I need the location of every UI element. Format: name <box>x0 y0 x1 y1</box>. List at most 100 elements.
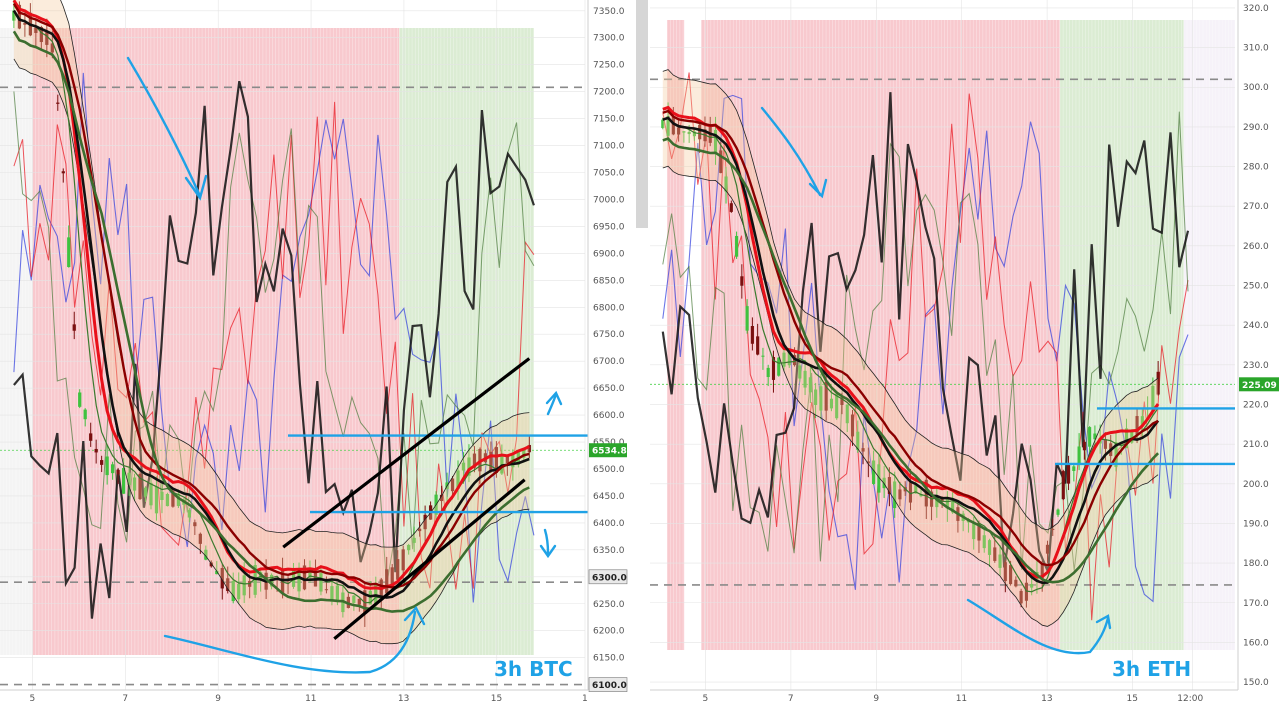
candle-body <box>467 457 471 476</box>
btc-chart-svg[interactable]: 6150.0 6200.0 6250.0 6300.0 6350.0 6400.0 6450… <box>0 0 628 705</box>
candle-body <box>977 522 981 541</box>
time-axis-bg <box>650 690 1238 705</box>
candle-body <box>187 509 191 518</box>
x-tick-label: 11 <box>305 694 316 704</box>
candle-body <box>363 590 367 614</box>
candle-body <box>945 496 949 509</box>
candle-body <box>297 569 301 592</box>
candle-body <box>766 367 770 378</box>
oscillator-line <box>662 72 1189 621</box>
candle-body <box>94 448 98 453</box>
eth-timeframe-label: 3h ETH <box>1112 657 1191 681</box>
annotation-arrowhead <box>184 174 208 201</box>
candle-body <box>861 448 865 452</box>
candle-body <box>308 571 312 578</box>
candle-body <box>908 482 913 503</box>
x-tick-label: 7 <box>788 694 794 704</box>
annotation-arrowhead <box>1095 614 1112 630</box>
ma-green-thick <box>662 137 1160 584</box>
candle-body <box>450 478 455 492</box>
x-tick-label: 9 <box>873 694 879 704</box>
candle-body <box>335 585 340 603</box>
candle-body <box>682 131 686 133</box>
candle-body <box>919 494 923 497</box>
y-tick-label: 170.0 <box>1243 599 1269 609</box>
candle-body <box>1151 385 1155 413</box>
candle-body <box>127 472 131 485</box>
x-tick-label: 15 <box>1127 694 1138 704</box>
candle-body <box>231 580 235 602</box>
panel-scrollbar[interactable] <box>636 0 648 228</box>
candle-body <box>160 491 164 500</box>
candle-body <box>850 414 855 437</box>
candle-body <box>17 4 22 29</box>
candle-body <box>987 540 992 555</box>
candle-body <box>89 433 93 441</box>
candle-body <box>835 393 839 419</box>
candle-body <box>357 598 361 605</box>
y-tick-label: 270.0 <box>1243 202 1269 212</box>
btc-chart-panel[interactable]: 6150.0 6200.0 6250.0 6300.0 6350.0 6400.0 6450… <box>0 0 628 705</box>
x-tick-label: 7 <box>122 694 128 704</box>
candle-body <box>461 462 466 471</box>
candle-body <box>993 547 997 561</box>
candle-body <box>78 392 82 407</box>
candle-body <box>687 131 691 135</box>
candle-body <box>750 325 754 344</box>
candle-body <box>374 583 378 606</box>
price-mark-box <box>588 569 628 585</box>
current-price-label: 225.09 <box>1242 381 1277 391</box>
candle-body <box>220 568 224 589</box>
x-tick-label: 13 <box>1041 694 1052 704</box>
candle-body <box>951 502 955 513</box>
btc-timeframe-label: 3h BTC <box>494 657 573 681</box>
y-tick-label: 7200.0 <box>593 88 625 98</box>
candle-body <box>724 176 728 192</box>
candle-body <box>740 276 744 286</box>
eth-chart-panel[interactable]: 150.0 160.0 170.0 180.0 190.0 200.0 210.0 220.0… <box>650 0 1280 705</box>
price-mark-label: 6100.0 <box>592 681 627 691</box>
x-tick-label: 15 <box>491 694 502 704</box>
ma-black-thick <box>662 116 1160 585</box>
candle-body <box>105 456 109 476</box>
oscillator-line <box>661 92 1190 573</box>
candle-body <box>193 522 197 527</box>
y-tick-label: 6350.0 <box>593 546 625 556</box>
candle-body <box>368 590 372 605</box>
candle-body <box>165 493 170 507</box>
candle-body <box>856 431 860 450</box>
candle-body <box>972 521 976 540</box>
btc-moving-averages <box>12 0 530 645</box>
ma-red-thick <box>12 0 530 591</box>
candle-body <box>456 470 460 489</box>
candle-body <box>494 447 499 474</box>
candle-body <box>713 129 718 153</box>
eth-chart-svg[interactable]: 150.0 160.0 170.0 180.0 190.0 200.0 210.0 220.0… <box>650 0 1280 705</box>
ma-green-thin <box>662 117 1159 593</box>
axis-bg <box>588 0 628 690</box>
candle-body <box>756 336 760 355</box>
candle-body <box>814 389 818 405</box>
zone-0 <box>667 20 685 650</box>
candle-body <box>671 116 675 135</box>
candle-body <box>677 127 681 135</box>
y-tick-label: 6450.0 <box>593 492 625 502</box>
candle-body <box>439 494 444 502</box>
candle-body <box>132 477 137 491</box>
candle-body <box>1009 565 1013 585</box>
candle-body <box>1014 579 1018 587</box>
y-tick-label: 6200.0 <box>593 627 625 637</box>
candle-body <box>319 573 323 592</box>
ma-darkred <box>12 3 530 589</box>
y-tick-label: 6850.0 <box>593 276 625 286</box>
y-tick-label: 200.0 <box>1243 480 1269 490</box>
candle-body <box>1003 562 1007 582</box>
annotation-arrow <box>543 528 550 555</box>
candle-body <box>23 23 27 25</box>
candle-body <box>1030 583 1034 588</box>
annotation-arrowhead <box>403 605 426 626</box>
annotation-arrowhead <box>539 544 557 559</box>
candle-body <box>61 171 65 174</box>
y-tick-label: 6650.0 <box>593 384 625 394</box>
candle-body <box>1082 441 1086 451</box>
